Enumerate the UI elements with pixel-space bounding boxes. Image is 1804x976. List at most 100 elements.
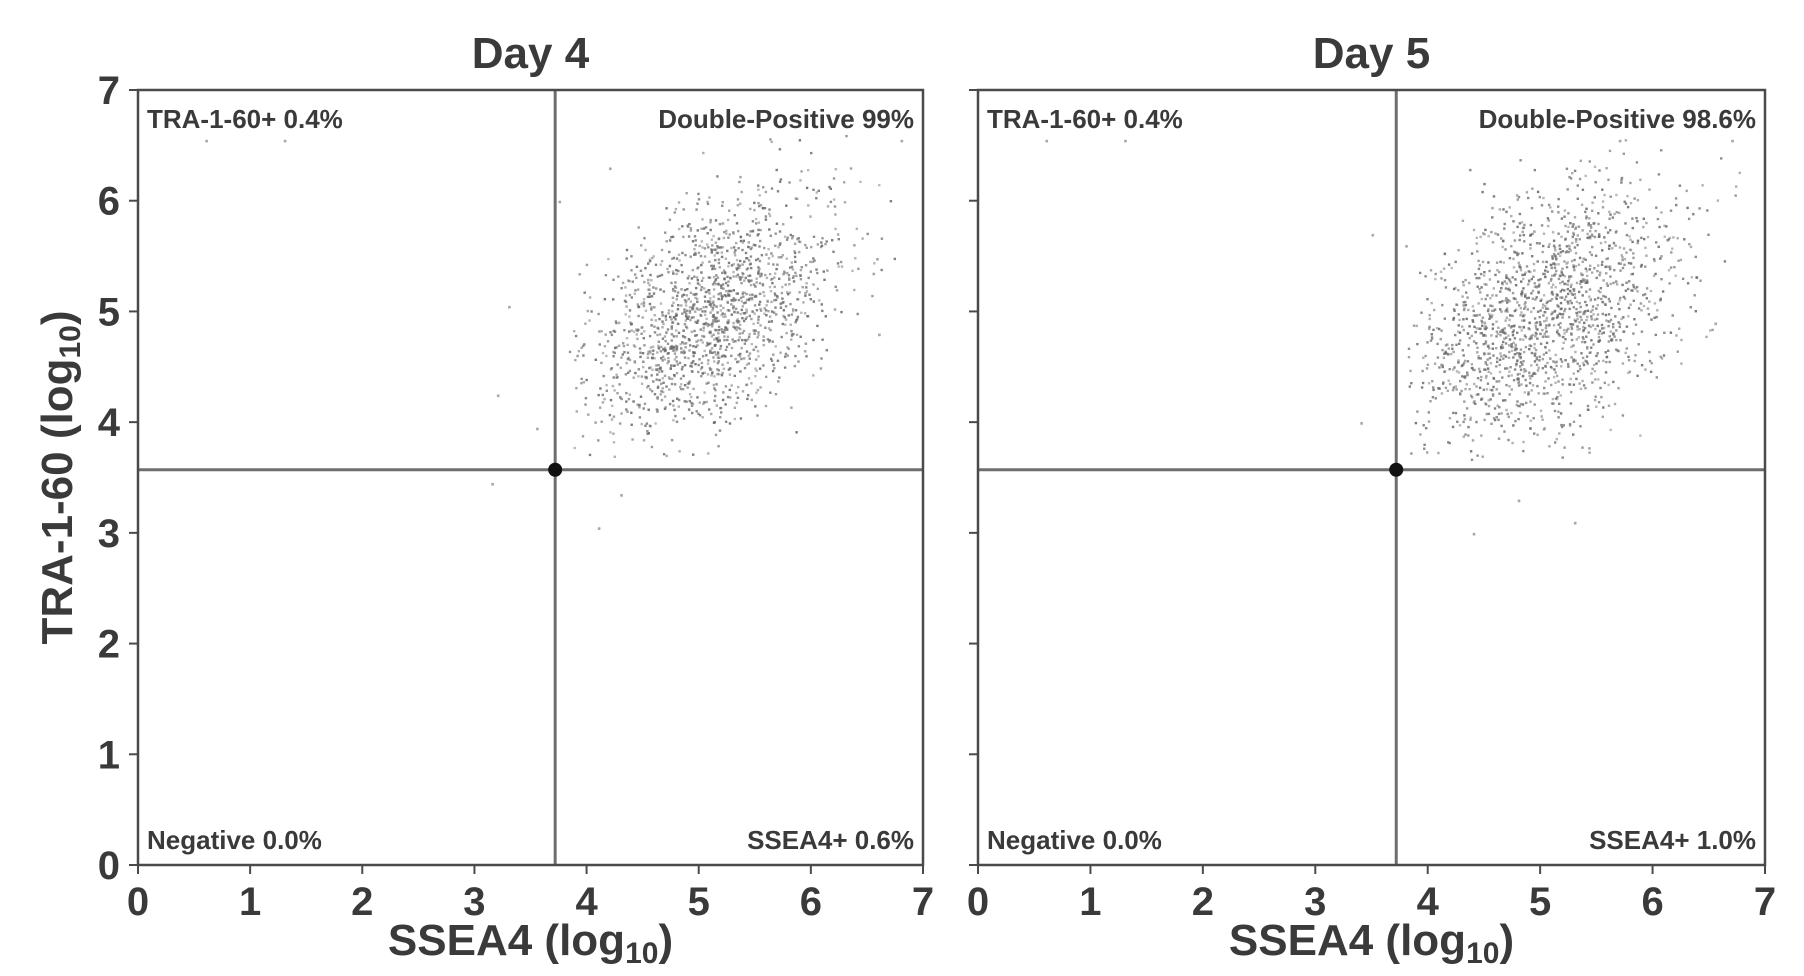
data-point [1583,312,1586,316]
data-point [758,367,762,370]
data-point [1461,375,1464,378]
data-point [768,214,772,218]
data-point [1555,374,1559,378]
data-point [1539,278,1542,281]
data-point [1525,401,1528,405]
data-point [685,400,688,403]
data-point [703,247,707,250]
data-point [650,318,653,321]
data-point [1521,230,1524,234]
data-point [1531,333,1534,337]
data-point [1507,374,1510,378]
data-point [656,333,659,337]
data-point [833,205,837,208]
data-point [1604,240,1607,244]
data-point [741,271,744,275]
data-point [582,344,585,348]
data-point [1598,274,1601,277]
data-point [684,253,687,257]
data-point [746,397,749,401]
data-point [798,139,802,142]
data-point [1579,159,1582,162]
data-point [1528,348,1531,351]
data-point [717,328,721,332]
data-point [726,309,730,312]
data-point [1457,361,1460,364]
data-point [1508,393,1511,396]
data-point [1444,286,1448,289]
data-point [642,439,646,442]
data-point [1500,424,1503,428]
data-point [824,315,827,318]
data-point [1504,310,1507,313]
data-point [762,186,765,189]
data-point [1624,289,1628,292]
data-point [735,307,738,310]
data-point [1540,415,1543,418]
data-point [736,263,740,266]
data-point [1483,321,1487,324]
data-point [1453,309,1456,312]
data-point [1558,312,1561,315]
data-point [1498,370,1502,374]
data-point [1657,173,1661,176]
data-point [1550,313,1553,316]
data-point [1508,344,1511,347]
data-point [680,263,683,267]
data-point [1734,194,1737,197]
data-point [1588,251,1592,254]
data-point [747,394,750,397]
data-point [1421,369,1424,373]
data-point [762,335,765,338]
data-point [701,334,704,338]
data-point [1507,324,1511,327]
data-point [659,288,662,291]
data-point [687,274,691,278]
data-point [675,298,678,301]
data-point [1424,354,1427,358]
data-point [799,278,803,281]
data-point [1532,371,1536,375]
data-point [1493,308,1497,311]
data-point [1464,375,1467,378]
data-point [716,245,719,248]
data-point [676,363,679,366]
data-point [728,388,731,392]
data-point [1448,417,1452,420]
data-point [603,298,607,301]
data-point [678,227,681,231]
data-point [620,356,623,359]
data-point [710,374,713,377]
data-point [1601,327,1604,330]
data-point [662,453,666,456]
data-point [659,393,662,396]
data-point [1554,286,1557,289]
data-point [700,263,703,267]
data-point [692,293,695,296]
data-point [769,357,773,361]
data-point [1608,320,1611,323]
data-point [652,380,655,383]
data-point [768,315,772,318]
data-point [613,455,616,458]
data-point [748,293,752,296]
data-point [783,270,786,273]
data-point [658,333,662,336]
data-point [1581,280,1584,283]
data-point [662,322,665,326]
data-point [767,257,771,260]
data-point [1629,238,1632,241]
data-point [673,290,677,293]
data-point [1590,346,1593,349]
gate-intersection-handle[interactable] [548,462,563,477]
data-point [1587,408,1590,411]
data-point [748,234,752,237]
data-point [1485,326,1489,330]
data-point [771,369,775,373]
data-point [1437,387,1440,390]
data-point [757,201,760,205]
data-point [1509,281,1512,284]
data-point [698,414,702,417]
gate-intersection-handle[interactable] [1389,462,1404,477]
data-point [721,371,724,375]
